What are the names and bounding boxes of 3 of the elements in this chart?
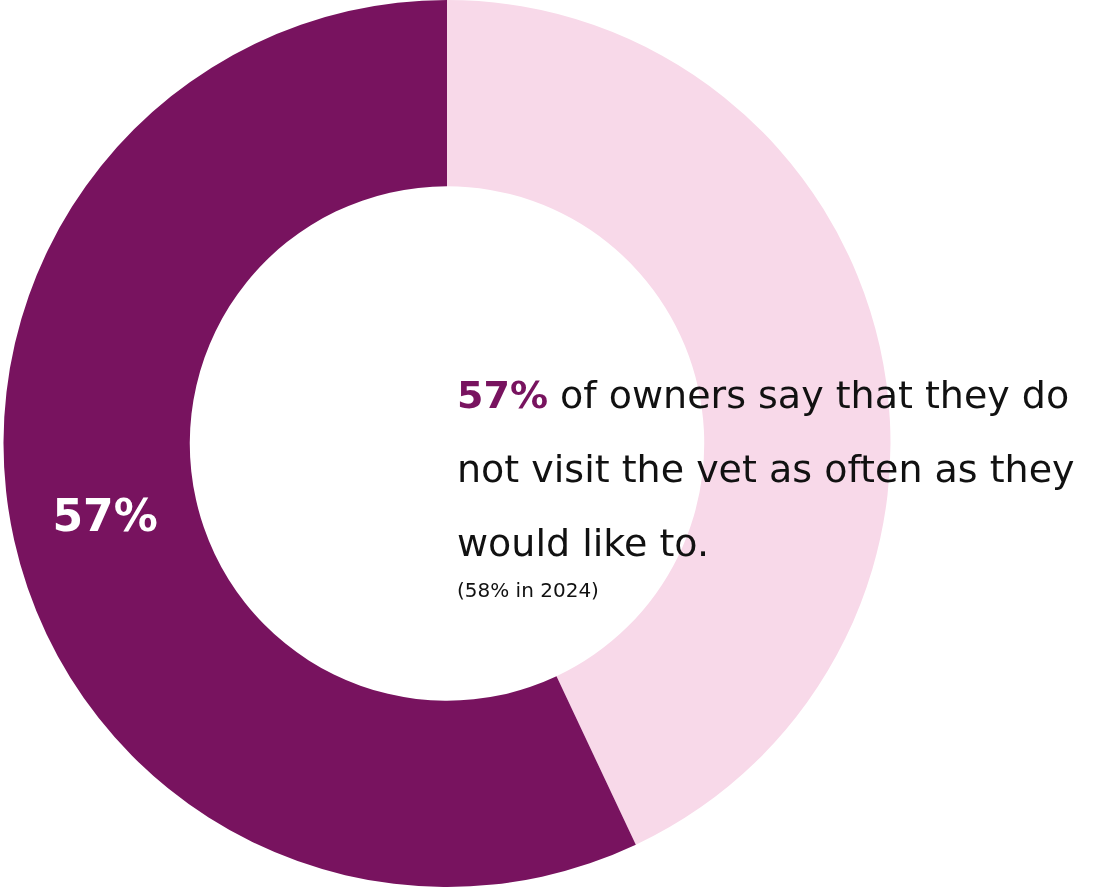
text: 57% of owners say that they do not visit the vet as often as they would like to. bbox=[457, 373, 1075, 565]
text: (58% in 2024) bbox=[457, 578, 599, 602]
data-label: 57% bbox=[52, 490, 158, 542]
